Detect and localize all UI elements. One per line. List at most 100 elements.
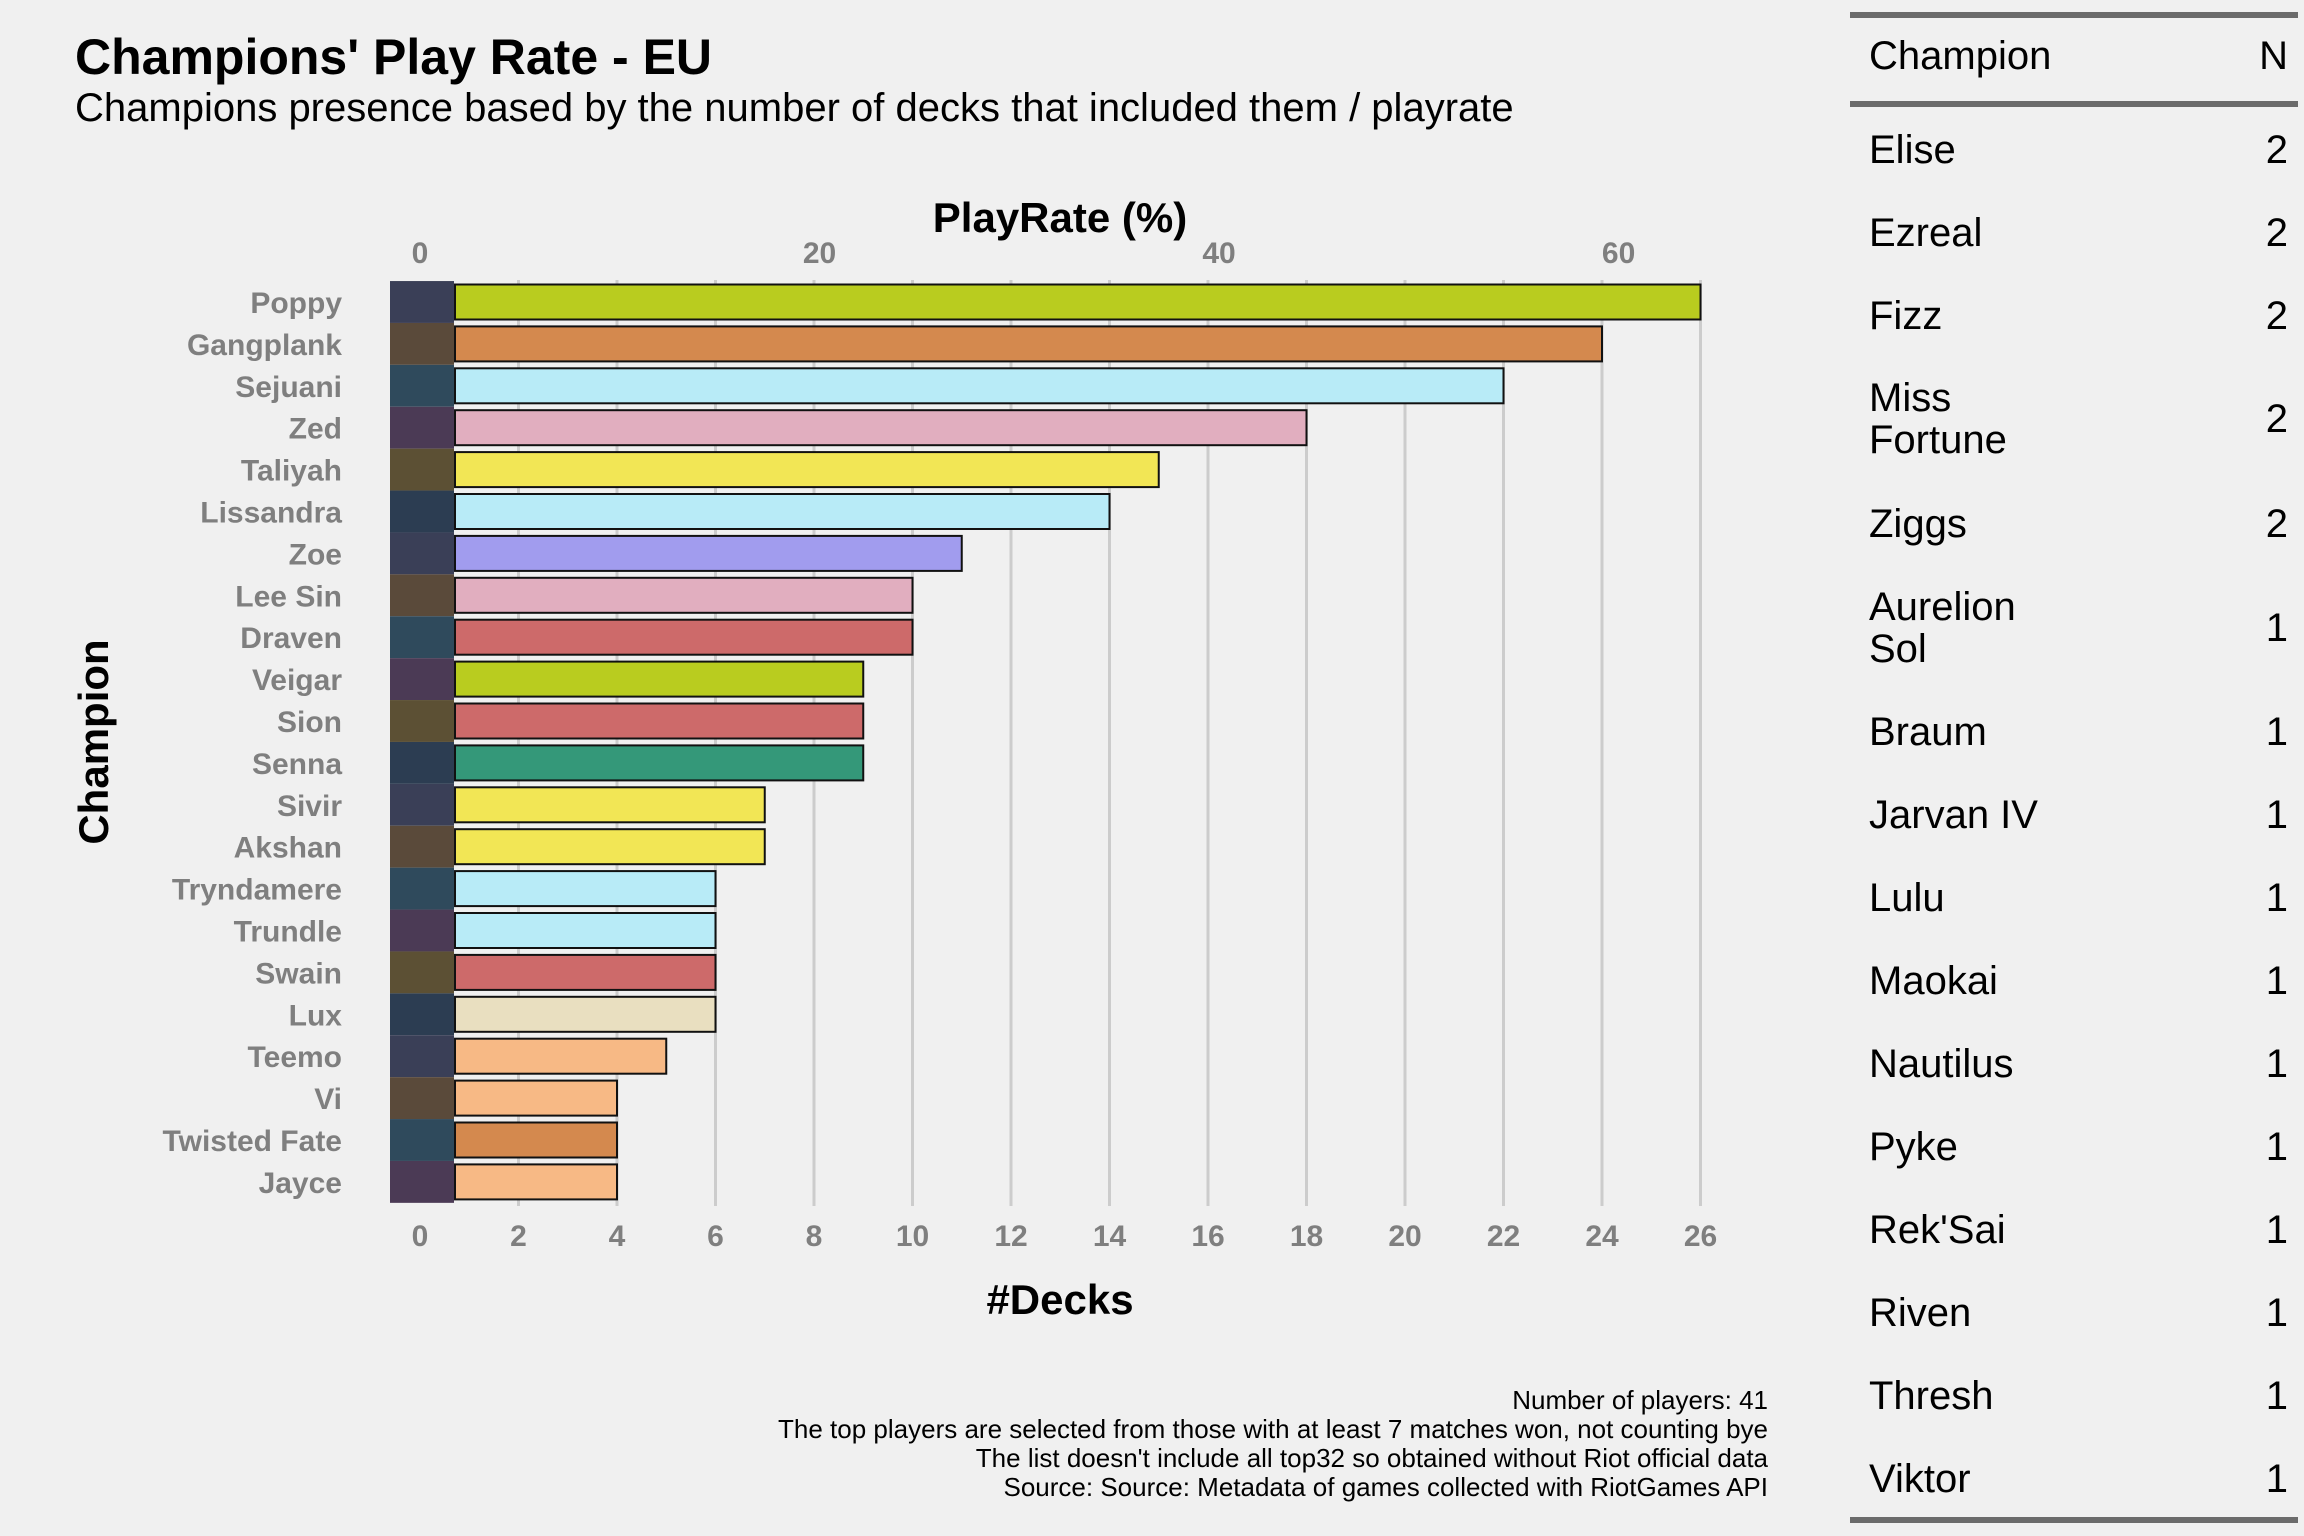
bar — [454, 1079, 618, 1117]
bar-chart: Poppy Gangplank Sejuani Zed Taliyah Lissandra… — [70, 194, 1717, 1323]
table-row: Nautilus 1 — [1869, 1022, 2288, 1106]
table-row: Miss Fortune 2 — [1869, 377, 2288, 461]
table-row: Maokai 1 — [1869, 939, 2288, 1023]
x-tick-label: 6 — [707, 1220, 724, 1253]
table-row: Riven 1 — [1869, 1271, 2288, 1355]
table-top-rule — [1850, 12, 2298, 18]
table-cell-champion: Thresh — [1869, 1374, 1994, 1418]
table-row: Jarvan IV 1 — [1869, 773, 2288, 857]
champion-thumbnails — [390, 281, 454, 1203]
table-bottom-rule — [1850, 1517, 2298, 1523]
table-row: Lulu 1 — [1869, 856, 2288, 940]
table-cell-n: 2 — [2265, 127, 2288, 172]
bar — [454, 451, 1160, 489]
secondary-axis-label: PlayRate (%) — [933, 194, 1187, 241]
table-cell-n: 1 — [2265, 792, 2288, 837]
bar — [454, 493, 1111, 530]
table-cell-n: 1 — [2265, 1456, 2288, 1501]
table-row: Braum 1 — [1869, 690, 2288, 774]
table-cell-champion: Maokai — [1869, 959, 1998, 1003]
table-cell-n: 1 — [2265, 958, 2288, 1003]
table-cell-champion: Rek'Sai — [1869, 1208, 2006, 1252]
champion-thumbnail — [390, 700, 454, 742]
category-label: Teemo — [248, 1041, 342, 1074]
table-cell-champion: Jarvan IV — [1869, 793, 2038, 837]
x-tick-label: 18 — [1290, 1220, 1323, 1253]
champion-thumbnail — [390, 1077, 454, 1120]
table-header-champion: Champion — [1869, 34, 2052, 78]
x-tick-label: 24 — [1585, 1220, 1619, 1253]
table-cell-n: 1 — [2265, 605, 2288, 650]
x-axis-label: #Decks — [986, 1276, 1133, 1323]
category-label: Akshan — [234, 832, 342, 865]
champion-thumbnail — [390, 993, 454, 1036]
x-tick-label: 10 — [896, 1220, 929, 1253]
category-label: Poppy — [250, 287, 342, 320]
x-tick-label: 20 — [1388, 1220, 1421, 1253]
x-tick-label: 2 — [510, 1220, 527, 1253]
table-cell-champion: Braum — [1869, 710, 1987, 754]
champion-thumbnail — [390, 490, 454, 533]
chart-title: Champions' Play Rate - EU — [75, 29, 713, 85]
category-label: Swain — [255, 957, 342, 990]
table-cell-n: 2 — [2265, 501, 2288, 546]
champion-thumbnail — [390, 574, 454, 617]
category-label: Twisted Fate — [163, 1125, 342, 1158]
category-label: Veigar — [252, 664, 342, 697]
caption: Number of players: 41 The top players ar… — [778, 1386, 1768, 1502]
table-cell-champion: Elise — [1869, 128, 1956, 172]
champion-thumbnail — [390, 1119, 454, 1161]
bar — [454, 283, 1702, 321]
category-label: Sejuani — [235, 371, 342, 404]
table-cell-champion: Pyke — [1869, 1125, 1958, 1169]
champion-thumbnail — [390, 364, 454, 407]
table-cell-n: 1 — [2265, 709, 2288, 754]
table-row: Ezreal 2 — [1869, 191, 2288, 275]
category-label: Lissandra — [200, 497, 342, 530]
table-cell-champion: Viktor — [1869, 1457, 1971, 1501]
champion-thumbnail — [390, 1035, 454, 1078]
bar — [454, 953, 717, 991]
category-label: Gangplank — [187, 329, 342, 362]
champion-thumbnail — [390, 532, 454, 575]
table-cell-n: 2 — [2265, 293, 2288, 338]
table-cell-champion: Ezreal — [1869, 211, 1983, 255]
category-label: Zed — [289, 413, 342, 446]
category-label: Taliyah — [241, 455, 342, 488]
table-cell-champion: Ziggs — [1869, 502, 1967, 546]
bar — [454, 660, 865, 698]
category-label: Lux — [289, 999, 343, 1032]
bar — [454, 912, 717, 949]
table-cell-n: 2 — [2265, 210, 2288, 255]
table-cell-champion: Aurelion Sol — [1869, 585, 2016, 671]
category-label: Jayce — [259, 1167, 342, 1200]
bar — [454, 576, 914, 614]
secondary-tick-label: 40 — [1202, 237, 1235, 270]
table-cell-champion: Lulu — [1869, 876, 1945, 920]
table-row: Rek'Sai 1 — [1869, 1188, 2288, 1272]
bar — [454, 870, 717, 908]
x-tick-label: 0 — [412, 1220, 429, 1253]
x-tick-label: 14 — [1093, 1220, 1127, 1253]
caption-line: Source: Source: Metadata of games collec… — [1003, 1472, 1769, 1502]
category-label: Lee Sin — [235, 580, 342, 613]
champion-thumbnail — [390, 825, 454, 868]
y-axis-label: Champion — [70, 639, 117, 844]
champion-thumbnail — [390, 1160, 454, 1203]
table-cell-n: 1 — [2265, 1373, 2288, 1418]
champion-thumbnail — [390, 616, 454, 659]
table-cell-champion: Riven — [1869, 1291, 1972, 1335]
table-row: Fizz 2 — [1869, 274, 2288, 358]
champion-count-table: Champion N Elise 2 Ezreal 2 Fizz 2 Miss Fortun… — [1846, 0, 2304, 1536]
bar — [454, 618, 914, 656]
x-tick-label: 22 — [1487, 1220, 1520, 1253]
bar — [454, 325, 1603, 363]
secondary-tick-label: 0 — [412, 237, 429, 270]
secondary-tick-label: 60 — [1602, 237, 1635, 270]
table-row: Ziggs 2 — [1869, 482, 2288, 566]
bar — [454, 409, 1308, 447]
category-label: Sion — [277, 706, 342, 739]
secondary-tick-label: 20 — [803, 237, 836, 270]
caption-line: The list doesn't include all top32 so ob… — [975, 1443, 1768, 1473]
champion-thumbnail — [390, 322, 454, 365]
